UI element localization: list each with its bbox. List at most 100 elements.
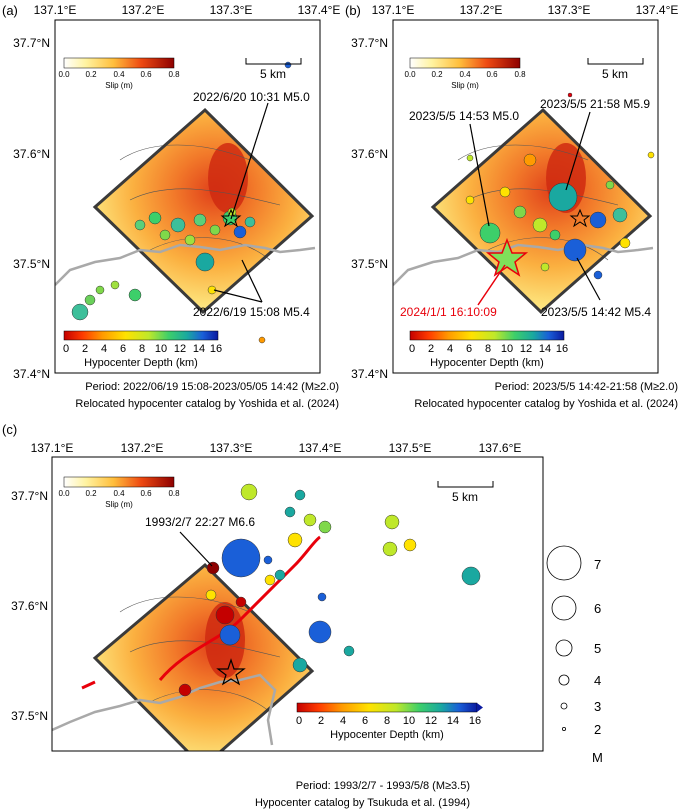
panel-b-lon-tick: 137.1°E [372, 3, 415, 17]
slip-tick: 0.2 [431, 70, 443, 79]
slip-tick: 0.8 [168, 70, 180, 79]
epicenter [567, 92, 573, 98]
epicenter [195, 252, 215, 272]
panel-b-lon-tick: 137.3°E [548, 3, 591, 17]
panel-b-red-annotation: 2024/1/1 16:10:09 [400, 305, 497, 319]
slip-tick: 0.6 [140, 70, 152, 79]
panel-a-caption-1: Period: 2022/06/19 15:08-2023/05/05 14:4… [85, 381, 339, 393]
panel-b-annotation-3: 2023/5/5 14:42 M5.4 [541, 305, 651, 319]
depth-tick: 0 [296, 715, 302, 727]
panel-b-annotation-leader [565, 111, 591, 191]
depth-tick: 8 [485, 343, 491, 355]
slip-tick: 0.0 [58, 489, 70, 498]
epicenter [240, 483, 258, 501]
magnitude-legend-title: M [592, 750, 603, 765]
panel-b-annotation-1: 2023/5/5 14:53 M5.0 [409, 109, 519, 123]
panel-c-lon-tick: 137.6°E [479, 441, 522, 455]
epicenter [95, 285, 105, 295]
slip-tick: 0.6 [140, 489, 152, 498]
panel-b-slip-colorbar [409, 57, 521, 69]
epicenter [110, 280, 120, 290]
magnitude-legend-circle [551, 595, 577, 621]
panel-a-lat-tick: 37.5°N [13, 257, 50, 271]
panel-b-rectangle-outline [430, 107, 653, 315]
panel-c-lon-ticks: 137.1°E 137.2°E 137.3°E 137.4°E 137.5°E … [31, 441, 522, 455]
magnitude-legend-circle [560, 702, 568, 710]
depth-tick: 4 [447, 343, 453, 355]
panel-a-lon-tick: 137.3°E [210, 3, 253, 17]
epicenter [178, 683, 192, 697]
epicenter [479, 222, 501, 244]
epicenter [159, 229, 171, 241]
slip-tick: 0.8 [168, 489, 180, 498]
panel-a-frame [54, 19, 321, 374]
panel-c-slip-title: Slip (m) [105, 500, 133, 509]
panel-a-rectangle-outline [92, 107, 315, 315]
magnitude-label: 4 [594, 673, 601, 688]
epicenter [382, 541, 398, 557]
magnitude-label: 2 [594, 722, 601, 737]
epicenter [303, 513, 317, 527]
panel-c-lat-ticks: 37.7°N 37.6°N 37.5°N [11, 489, 48, 723]
panel-a-label: (a) [2, 3, 18, 18]
panel-a-caption-2: Relocated hypocenter catalog by Yoshida … [75, 398, 339, 410]
magnitude-legend-circle [555, 639, 573, 657]
panel-a-mainshock-star [220, 208, 242, 228]
depth-tick: 6 [362, 715, 368, 727]
epicenter [274, 569, 286, 581]
epicenter [589, 211, 607, 229]
epicenter [263, 555, 273, 565]
panel-b-scale-label: 5 km [602, 67, 628, 81]
panel-c-annotation-leader [179, 531, 213, 567]
slip-tick: 0.0 [58, 70, 70, 79]
slip-tick: 0.4 [459, 70, 471, 79]
panel-b-red-leader [477, 264, 506, 306]
magnitude-legend: 7 6 5 4 3 2 M [546, 545, 603, 765]
epicenter [221, 538, 261, 578]
epicenter [209, 224, 221, 236]
panel-c-fault-trace [158, 535, 321, 681]
epicenter [294, 489, 306, 501]
depth-tick: 2 [428, 343, 434, 355]
depth-tick: 2 [82, 343, 88, 355]
epicenter [205, 589, 217, 601]
panel-a: (a) 137.1°E 137.2°E 137.3°E 137.4°E 37.7… [2, 3, 340, 410]
depth-tick: 10 [155, 343, 167, 355]
panel-a-lon-tick: 137.2°E [122, 3, 165, 17]
epicenter [287, 532, 303, 548]
epicenter [71, 303, 89, 321]
epicenter [148, 211, 162, 225]
epicenter [233, 225, 247, 239]
panel-c-depth-colorbar-arrow [477, 703, 483, 712]
panel-b-lat-tick: 37.4°N [351, 367, 388, 381]
depth-tick: 16 [210, 343, 222, 355]
panel-a-depth-title: Hypocenter Depth (km) [84, 357, 198, 369]
epicenter [84, 294, 96, 306]
depth-tick: 2 [318, 715, 324, 727]
panel-a-lat-ticks: 37.7°N 37.6°N 37.5°N 37.4°N [13, 36, 50, 381]
epicenter [593, 270, 603, 280]
epicenter [647, 151, 655, 159]
epicenter [317, 592, 327, 602]
panel-c-depth-title: Hypocenter Depth (km) [330, 729, 444, 741]
epicenter [549, 229, 561, 241]
panel-c-slip-contours [119, 596, 281, 713]
epicenter [465, 195, 475, 205]
panel-c-epicenters [178, 483, 481, 697]
epicenter [193, 213, 207, 227]
panel-c-rectangle-outline [92, 562, 315, 751]
panel-a-depth-ticks: 0 2 4 6 8 10 12 14 16 [63, 343, 222, 355]
epicenter [466, 154, 474, 162]
panel-b-caption-2: Relocated hypocenter catalog by Yoshida … [414, 398, 678, 410]
slip-tick: 0.8 [514, 70, 526, 79]
epicenter [170, 217, 186, 233]
slip-tick: 0.4 [113, 70, 125, 79]
depth-tick: 12 [425, 715, 437, 727]
epicenter [215, 605, 235, 625]
epicenter [548, 182, 578, 212]
panel-c-label: (c) [2, 422, 17, 437]
slip-tick: 0.2 [85, 70, 97, 79]
panel-b-annotation-leader [469, 123, 490, 227]
epicenter [619, 237, 631, 249]
depth-tick: 8 [139, 343, 145, 355]
